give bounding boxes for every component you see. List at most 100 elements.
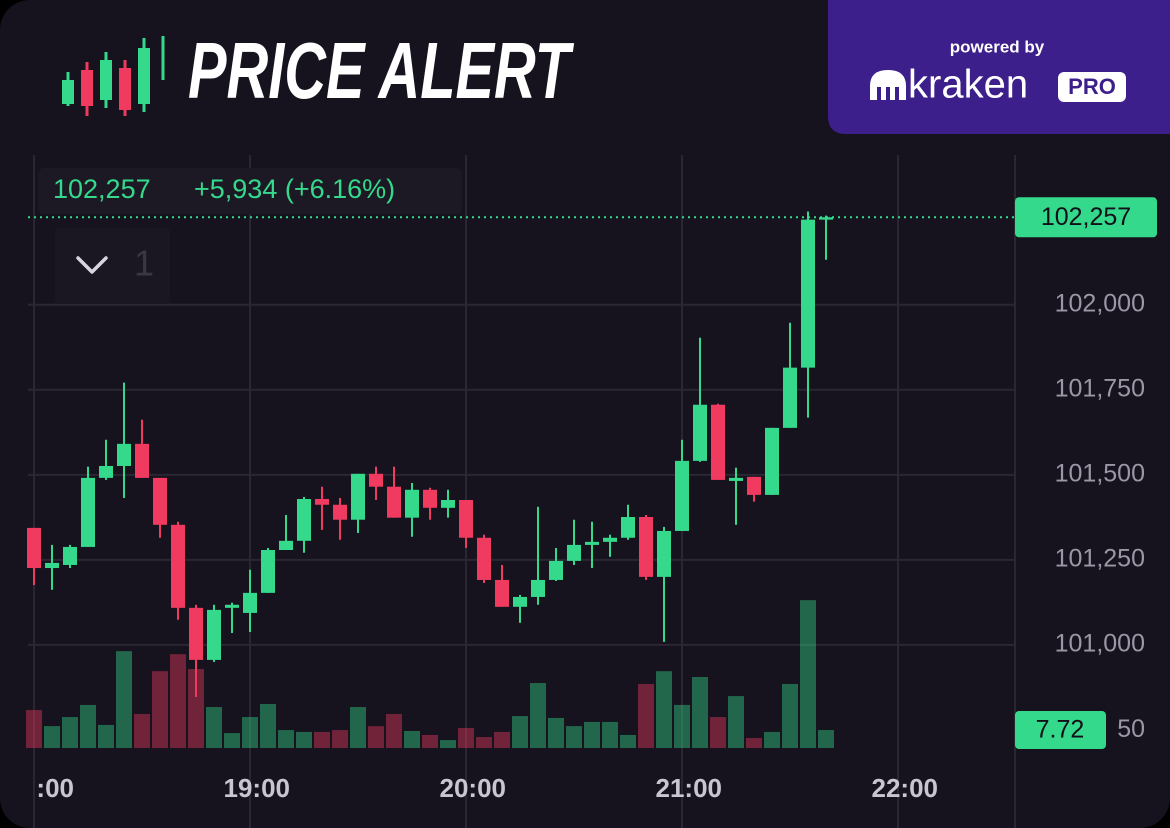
volume-bar [224, 733, 240, 748]
y2-tick-label: 50 [1117, 715, 1145, 743]
candle-body [765, 427, 779, 495]
candle-body [567, 544, 581, 561]
volume-bar [260, 703, 276, 748]
candle-body [819, 217, 833, 220]
volume-bar [458, 727, 474, 748]
candle-body [333, 504, 347, 520]
candle-body [135, 443, 149, 478]
candle-body [441, 499, 455, 508]
volume-bar [206, 707, 222, 748]
volume-bar [242, 717, 258, 748]
y-tick-label: 102,000 [1055, 289, 1145, 317]
volume-bar [386, 714, 402, 748]
volume-bar [710, 717, 726, 748]
candle-body [495, 579, 509, 607]
volume-bar [782, 683, 798, 748]
candle-body [657, 530, 671, 577]
volume-bar [350, 707, 366, 748]
candle-body [693, 404, 707, 461]
volume-bar [278, 730, 294, 748]
volume-bar [314, 731, 330, 748]
candle-body [279, 540, 293, 551]
candle-body [711, 404, 725, 480]
x-tick-label: 20:00 [440, 773, 507, 803]
collapse-count[interactable]: 1 [134, 243, 154, 284]
y-tick-label: 101,500 [1055, 459, 1145, 487]
pro-badge-text: PRO [1068, 74, 1116, 99]
brand-mark [870, 70, 906, 100]
powered-by: powered by [950, 37, 1045, 56]
candle-body [315, 498, 329, 505]
x-tick-label: :00 [36, 773, 74, 803]
volume-bar [368, 726, 384, 748]
candle-body [117, 443, 131, 466]
volume-bar [170, 654, 186, 748]
candle-body [189, 607, 203, 660]
volume-bar [440, 740, 456, 748]
x-tick-label: 22:00 [872, 773, 939, 803]
axes: 101,000 101,250 101,500 101,750 102,000 50 :00… [28, 197, 1157, 803]
volume-bar [152, 671, 168, 748]
volume-bar [728, 696, 744, 748]
candle-body [639, 517, 653, 577]
volume-bar [98, 724, 114, 748]
volume-bar [188, 669, 204, 748]
candle-body [171, 524, 185, 608]
volume-bar [620, 734, 636, 748]
candle-body [297, 498, 311, 541]
volume-badge-text: 7.72 [1036, 716, 1085, 744]
candle-body [351, 473, 365, 520]
candle-body [423, 489, 437, 508]
volume-bar [530, 683, 546, 748]
volume-bar [674, 704, 690, 748]
candle-body [729, 477, 743, 481]
y-tick-label: 101,000 [1055, 630, 1145, 658]
logo-icon [62, 36, 165, 116]
volume-bar [332, 730, 348, 748]
candle-body [99, 465, 113, 478]
candle-body [243, 592, 257, 613]
volume-bar [422, 734, 438, 748]
y-tick-label: 101,750 [1055, 374, 1145, 402]
candle-body [225, 604, 239, 608]
volume-bar [638, 683, 654, 748]
volume-bar [512, 716, 528, 748]
volume-bar [26, 710, 42, 748]
candle-body [27, 527, 41, 569]
chevron[interactable] [76, 256, 108, 274]
candle-body [81, 477, 95, 547]
candle-body [387, 486, 401, 518]
x-tick-label: 19:00 [224, 773, 291, 803]
y-tick-label: 101,250 [1055, 544, 1145, 572]
price-badge-text: 102,257 [1041, 203, 1131, 231]
volume-bar [494, 731, 510, 748]
pro-badge [1058, 72, 1126, 102]
candle-body [477, 537, 491, 580]
volume-bar [80, 704, 96, 748]
volume [26, 600, 834, 748]
candle-body [783, 367, 797, 428]
volume-bar [818, 730, 834, 748]
volume-bar [566, 726, 582, 748]
candle-body [261, 550, 275, 593]
price-badge [1015, 197, 1157, 238]
candle-body [45, 562, 59, 569]
candle-body [459, 499, 473, 538]
candle-body [585, 541, 599, 545]
title: PRICE ALERT [188, 26, 574, 115]
volume-bar [116, 651, 132, 748]
volume-bar [44, 726, 60, 748]
candle-body [405, 489, 419, 518]
candle-body [63, 546, 77, 565]
candle-body [675, 460, 689, 531]
collapse-control[interactable]: 1 [55, 228, 170, 304]
volume-bar [62, 717, 78, 748]
readout-change: +5,934 (+6.16%) [194, 174, 395, 204]
collapse-box[interactable] [55, 228, 170, 304]
volume-bar [656, 671, 672, 748]
volume-bar [584, 721, 600, 748]
candle-body [531, 579, 545, 597]
volume-bar [764, 731, 780, 748]
